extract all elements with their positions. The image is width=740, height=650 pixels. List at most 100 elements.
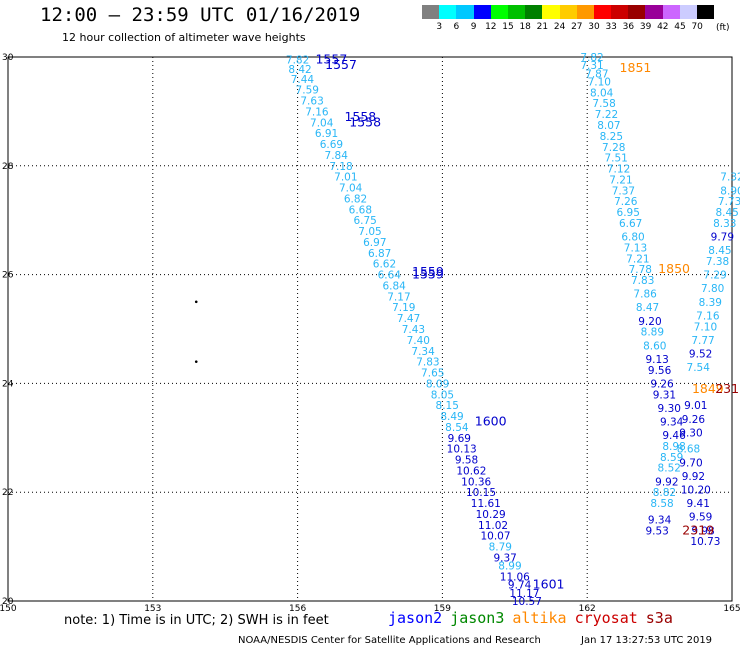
swh-value: 6.91 xyxy=(315,128,338,140)
legend-swatch xyxy=(697,5,715,19)
swh-value: 8.99 xyxy=(498,561,521,573)
legend-label: 15 xyxy=(502,22,514,32)
swh-value: 6.80 xyxy=(621,232,644,244)
swh-value: 7.82 xyxy=(286,55,309,67)
swh-value: 9.46 xyxy=(662,430,686,442)
y-tick-label: 26 xyxy=(2,271,14,281)
pass-time-label: 231 xyxy=(715,381,739,396)
swh-value: 7.63 xyxy=(300,96,323,108)
y-tick-label: 30 xyxy=(2,53,14,63)
x-tick-label: 165 xyxy=(723,604,740,614)
swh-value: 11.61 xyxy=(471,498,501,510)
swh-value: 9.70 xyxy=(679,457,702,469)
swh-value: 7.87 xyxy=(585,68,608,80)
legend-labels: 3 6 9 12 15 18 21 24 27 30 33 36 39 42 45 70 xyxy=(422,19,714,33)
pass-time-label: 1559 xyxy=(412,267,444,282)
swh-value: 7.65 xyxy=(421,368,444,380)
pass-time-label: 1558 xyxy=(344,109,376,124)
swh-value: 9.79 xyxy=(711,232,734,244)
legend-swatch xyxy=(628,5,646,19)
swh-value: 6.82 xyxy=(344,193,367,205)
swh-value: 9.01 xyxy=(684,400,707,412)
legend-label: 30 xyxy=(588,22,600,32)
swh-value: 7.28 xyxy=(602,142,625,154)
swh-value: 6.75 xyxy=(353,215,376,227)
swh-value: 7.26 xyxy=(614,196,638,208)
footer-note: note: 1) Time is in UTC; 2) SWH is in fe… xyxy=(64,613,329,628)
legend-swatch xyxy=(422,5,440,19)
legend-swatch xyxy=(679,5,697,19)
y-tick-label: 20 xyxy=(2,597,14,607)
swh-value: 7.17 xyxy=(387,291,410,303)
swh-value: 7.31 xyxy=(580,60,603,72)
swh-value: 6.97 xyxy=(363,237,386,249)
x-tick-label: 153 xyxy=(144,604,161,614)
legend-label: 27 xyxy=(571,22,583,32)
swh-value: 7.32 xyxy=(720,172,740,184)
swh-value: 6.62 xyxy=(373,259,396,271)
satellite-jason3: jason3 xyxy=(450,609,505,627)
swh-value: 8.04 xyxy=(590,87,614,99)
swh-value: 7.10 xyxy=(694,321,717,333)
legend-swatch xyxy=(439,5,457,19)
swh-value: 8.39 xyxy=(699,297,722,309)
swh-value: 9.92 xyxy=(682,471,705,483)
map-frame xyxy=(7,56,733,602)
land-dot xyxy=(194,300,198,304)
pass-time-label: 1600 xyxy=(475,413,507,428)
swh-value: 11.17 xyxy=(509,588,539,600)
y-tick-label: 24 xyxy=(2,379,14,389)
swh-value: 7.12 xyxy=(607,164,630,176)
swh-value: 7.04 xyxy=(339,183,363,195)
swh-value: 9.52 xyxy=(689,348,712,360)
legend-label: 70 xyxy=(691,22,703,32)
swh-value: 6.67 xyxy=(619,218,642,230)
legend-swatch xyxy=(490,5,508,19)
swh-value: 7.13 xyxy=(624,242,647,254)
pass-time-label: 1559 xyxy=(412,264,444,279)
swh-value: 8.33 xyxy=(713,218,736,230)
legend-swatch xyxy=(611,5,629,19)
legend-label: 24 xyxy=(553,22,566,32)
x-tick-label: 162 xyxy=(579,604,596,614)
swh-value: 7.80 xyxy=(701,283,724,295)
legend-label: 12 xyxy=(485,22,497,32)
y-tick-label: 28 xyxy=(2,162,14,172)
swh-value: 9.92 xyxy=(655,476,678,488)
swh-value: 10.13 xyxy=(447,444,477,456)
swh-value: 9.31 xyxy=(653,389,676,401)
swh-value: 6.68 xyxy=(349,204,372,216)
swh-value: 8.89 xyxy=(641,327,664,339)
satellite-altika: altika xyxy=(512,609,567,627)
x-tick-label: 156 xyxy=(289,604,306,614)
swh-value: 7.19 xyxy=(392,302,415,314)
swh-value: 11.02 xyxy=(478,520,508,532)
swh-value: 7.29 xyxy=(703,270,726,282)
swh-value: 7.82 xyxy=(580,52,603,64)
satellite-s3a: s3a xyxy=(645,609,673,627)
swh-value: 6.64 xyxy=(378,270,402,282)
swh-value: 9.58 xyxy=(455,455,478,467)
swh-value: 9.37 xyxy=(493,552,516,564)
pass-time-label: 2319 xyxy=(682,522,714,537)
swh-value: 9.20 xyxy=(638,316,661,328)
map-subtitle: 12 hour collection of altimeter wave hei… xyxy=(62,31,306,44)
swh-value: 8.09 xyxy=(426,378,449,390)
swh-value: 7.16 xyxy=(305,106,329,118)
swh-value: 8.45 xyxy=(715,207,738,219)
swh-value: 8.42 xyxy=(288,64,311,76)
swh-value: 9.74 xyxy=(508,580,532,592)
swh-value: 7.10 xyxy=(588,76,611,88)
swh-value: 7.40 xyxy=(407,335,430,347)
legend-label: 33 xyxy=(605,22,617,32)
swh-value: 9.26 xyxy=(650,378,674,390)
swh-value: 7.22 xyxy=(595,109,618,121)
swh-value: 8.07 xyxy=(597,120,620,132)
legend-swatch xyxy=(542,5,560,19)
swh-value: 7.04 xyxy=(310,117,334,129)
swh-value: 9.98 xyxy=(691,525,714,537)
swh-value: 8.90 xyxy=(720,185,740,197)
swh-value: 7.84 xyxy=(325,150,349,162)
satellite-legend: jason2 jason3 altika cryosat s3a xyxy=(388,609,681,627)
